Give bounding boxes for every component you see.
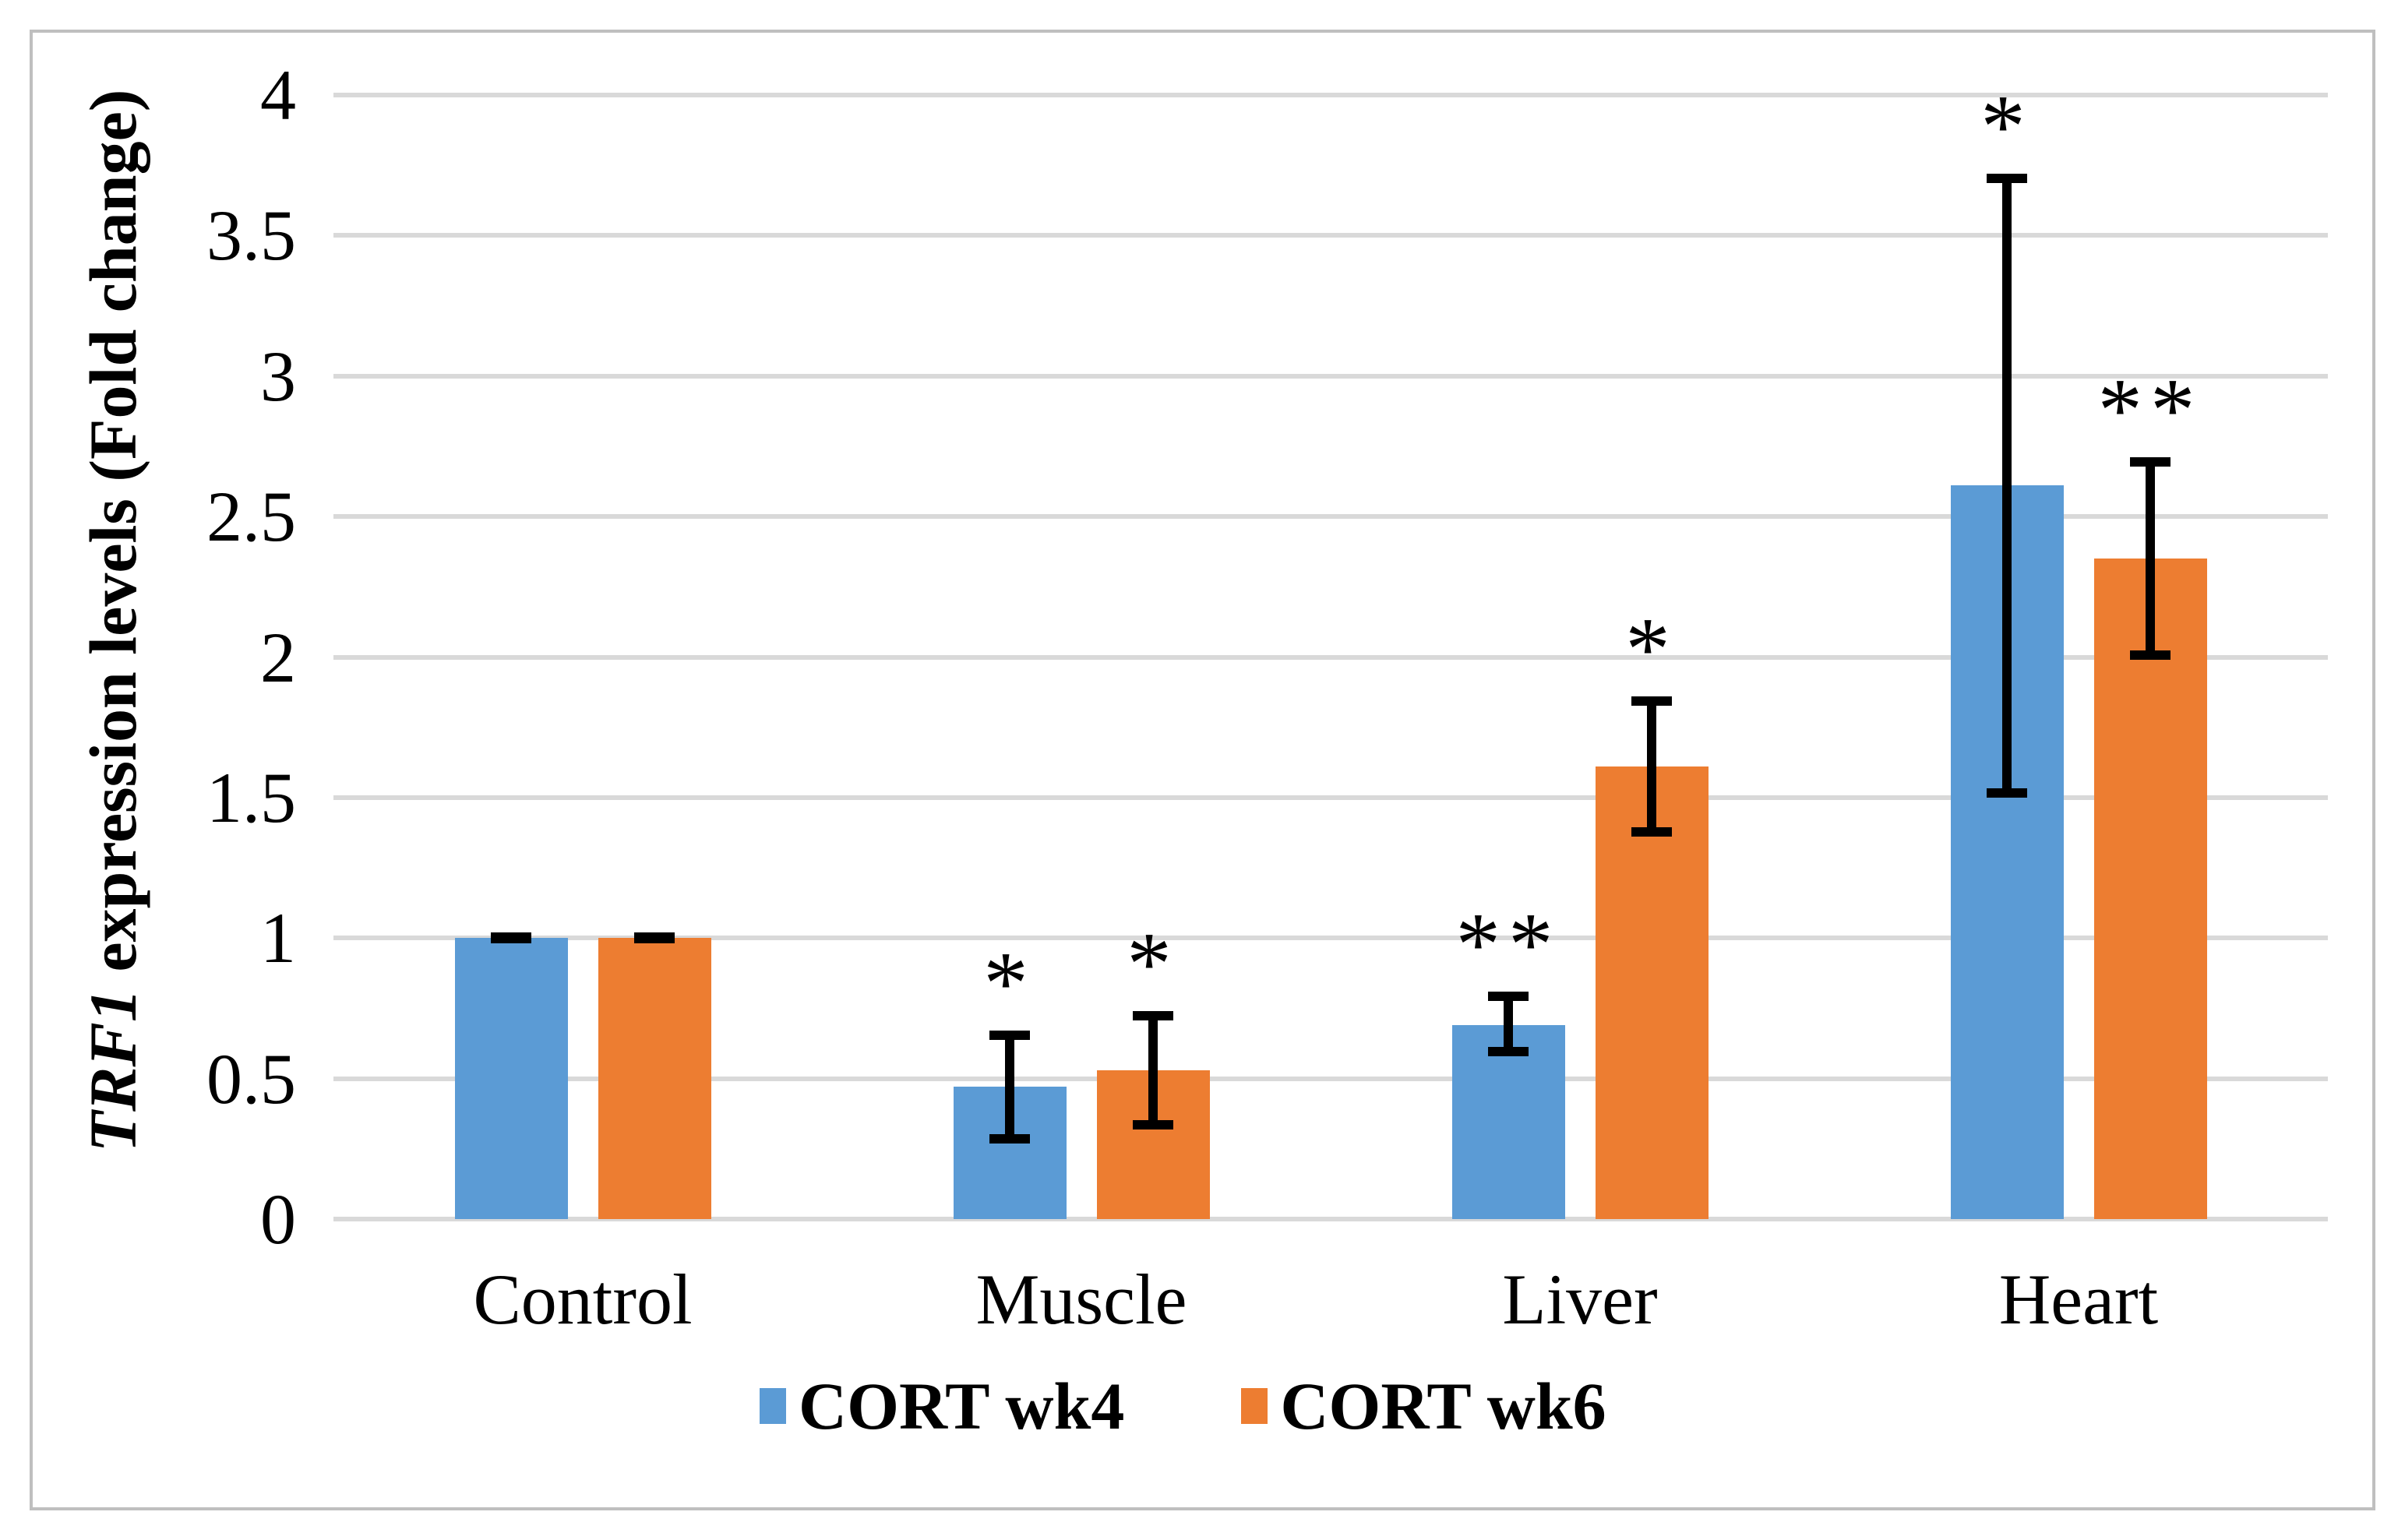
significance-mark-liver-cort-wk6: * [1625, 600, 1678, 699]
y-tick-label-0: 0 [260, 1179, 296, 1259]
figure-border [30, 30, 2375, 1510]
error-cap-bottom [634, 934, 675, 944]
y-tick-label-3.5: 3.5 [206, 196, 296, 276]
error-cap-bottom [1987, 788, 2027, 798]
x-category-label-liver: Liver [1502, 1260, 1658, 1339]
gridline-3 [333, 373, 2328, 379]
y-tick-label-0.5: 0.5 [206, 1038, 296, 1119]
y-tick-label-2.5: 2.5 [206, 477, 296, 557]
significance-mark-heart-cort-wk4: * [1980, 77, 2033, 176]
legend-entry-cort-wk6: CORT wk6 [1241, 1371, 1606, 1441]
significance-mark-liver-cort-wk4: ** [1455, 894, 1561, 994]
error-bar [1504, 991, 1513, 1056]
error-cap-bottom [1133, 1119, 1173, 1129]
x-category-label-heart: Heart [1998, 1260, 2159, 1339]
gridline-0 [333, 1217, 2328, 1221]
error-bar [1005, 1031, 1014, 1144]
error-bar [1647, 696, 1656, 837]
error-cap-bottom [1488, 1046, 1529, 1056]
error-cap-bottom [491, 934, 531, 944]
legend-label-cort-wk4: CORT wk4 [799, 1369, 1125, 1443]
gridline-2 [333, 654, 2328, 660]
error-cap-top [989, 1031, 1030, 1041]
bar-cort-wk6-liver [1595, 766, 1709, 1219]
y-tick-label-1: 1 [260, 898, 296, 978]
error-cap-top [2130, 457, 2170, 467]
error-bar [2146, 457, 2155, 661]
bar-cort-wk6-heart [2093, 559, 2207, 1219]
significance-mark-muscle-cort-wk6: * [1127, 914, 1180, 1014]
y-tick-label-1.5: 1.5 [206, 757, 296, 837]
x-category-label-muscle: Muscle [975, 1260, 1187, 1339]
y-tick-label-2: 2 [260, 617, 296, 697]
gridline-0.5 [333, 1076, 2328, 1081]
y-tick-label-3: 3 [260, 336, 296, 416]
error-cap-top [1133, 1011, 1173, 1021]
legend-label-cort-wk6: CORT wk6 [1280, 1369, 1606, 1443]
legend-swatch-cort-wk4 [760, 1388, 786, 1424]
gridline-4 [333, 93, 2328, 97]
bar-cort-wk4-liver [1451, 1025, 1565, 1219]
error-cap-bottom [1631, 827, 1672, 837]
gridline-1.5 [333, 795, 2328, 800]
significance-mark-heart-cort-wk6: ** [2097, 361, 2203, 460]
error-cap-bottom [2130, 650, 2170, 661]
gridline-2.5 [333, 514, 2328, 520]
legend: CORT wk4 CORT wk6 [760, 1371, 1606, 1441]
error-cap-bottom [989, 1133, 1030, 1144]
legend-entry-cort-wk4: CORT wk4 [760, 1371, 1124, 1441]
gridline-3.5 [333, 233, 2328, 238]
error-bar [1148, 1011, 1158, 1129]
error-cap-top [1488, 991, 1529, 1001]
plot-area [333, 0, 2328, 1540]
error-cap-top [1631, 696, 1672, 706]
bar-cort-wk4-control [454, 938, 568, 1219]
bar-cort-wk6-control [598, 938, 711, 1219]
gridline-1 [333, 936, 2328, 941]
significance-mark-muscle-cort-wk4: * [983, 934, 1036, 1034]
y-tick-label-4: 4 [260, 55, 296, 135]
error-bar [2002, 174, 2012, 798]
x-category-label-control: Control [473, 1260, 693, 1339]
legend-swatch-cort-wk6 [1241, 1388, 1268, 1424]
error-cap-top [1987, 174, 2027, 183]
